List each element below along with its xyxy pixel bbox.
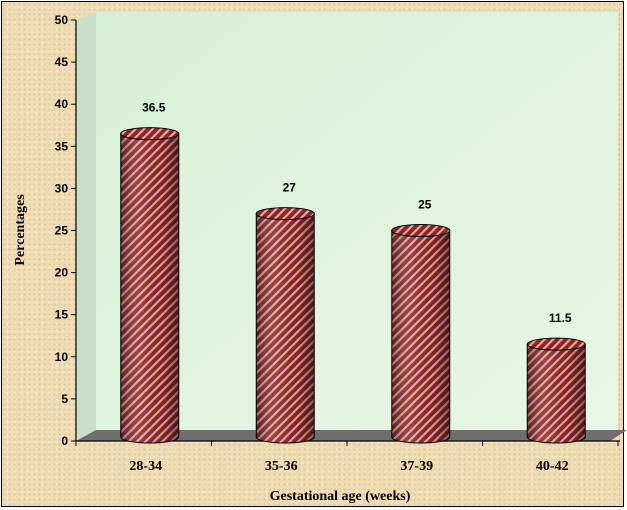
bar-top [120, 127, 180, 141]
x-axis-title: Gestational age (weeks) [270, 489, 411, 504]
y-tick-label: 25 [55, 224, 69, 238]
bar-37-39: 25 [391, 198, 451, 444]
bar-shading [120, 133, 179, 444]
y-tick-label: 30 [55, 181, 69, 195]
y-tick-label: 45 [55, 55, 69, 69]
plot-back-wall [96, 12, 618, 430]
y-tick-label: 10 [55, 350, 69, 364]
bar-shading [391, 230, 450, 443]
data-label: 25 [418, 198, 432, 212]
x-tick-label: 37-39 [400, 459, 433, 474]
data-label: 36.5 [142, 101, 166, 115]
x-tick-label: 40-42 [536, 459, 569, 474]
bar-shading [256, 213, 315, 443]
bar-35-36: 27 [255, 181, 315, 444]
x-tick-label: 28-34 [129, 459, 162, 474]
bar-top [391, 224, 451, 237]
y-tick-label: 20 [55, 266, 69, 280]
y-tick-label: 15 [55, 308, 69, 322]
plot-left-wall [76, 12, 96, 441]
y-tick-label: 40 [55, 97, 69, 111]
data-label: 11.5 [549, 311, 572, 325]
plot-floor [76, 430, 627, 441]
y-tick-label: 0 [61, 434, 68, 448]
y-tick-label: 35 [55, 139, 69, 153]
bar-shading [527, 344, 586, 443]
x-tick-label: 35-36 [265, 459, 298, 474]
y-axis-title: Percentages [13, 194, 28, 266]
bar-top [526, 337, 586, 351]
data-label: 27 [283, 181, 297, 195]
bar-top [255, 207, 315, 221]
bar-28-34: 36.5 [120, 101, 180, 444]
bar-40-42: 11.5 [526, 311, 586, 444]
y-tick-label: 5 [61, 392, 68, 406]
y-tick-label: 50 [55, 13, 69, 27]
